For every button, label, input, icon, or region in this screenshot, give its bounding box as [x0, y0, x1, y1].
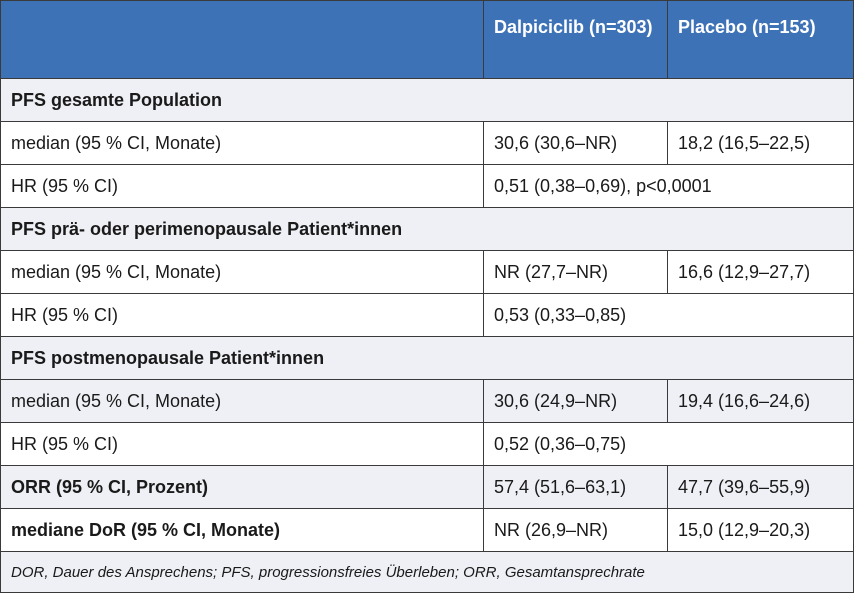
table-row: mediane DoR (95 % CI, Monate) NR (26,9–N…	[0, 508, 854, 552]
dalpiciclib-value: NR (26,9–NR)	[483, 508, 668, 552]
table-row: median (95 % CI, Monate) 30,6 (30,6–NR) …	[0, 121, 854, 165]
table-row: ORR (95 % CI, Prozent) 57,4 (51,6–63,1) …	[0, 465, 854, 509]
table-row: HR (95 % CI) 0,51 (0,38–0,69), p<0,0001	[0, 164, 854, 208]
section-label: PFS prä- oder perimenopausale Patient*in…	[0, 207, 854, 251]
section-label: PFS gesamte Population	[0, 78, 854, 122]
table-row: HR (95 % CI) 0,53 (0,33–0,85)	[0, 293, 854, 337]
table-row: HR (95 % CI) 0,52 (0,36–0,75)	[0, 422, 854, 466]
placebo-value: 18,2 (16,5–22,5)	[667, 121, 854, 165]
row-label: mediane DoR (95 % CI, Monate)	[0, 508, 484, 552]
row-label: median (95 % CI, Monate)	[0, 379, 484, 423]
section-row: PFS gesamte Population	[0, 78, 854, 122]
table-row: median (95 % CI, Monate) 30,6 (24,9–NR) …	[0, 379, 854, 423]
placebo-value: 15,0 (12,9–20,3)	[667, 508, 854, 552]
row-label: ORR (95 % CI, Prozent)	[0, 465, 484, 509]
placebo-value: 16,6 (12,9–27,7)	[667, 250, 854, 294]
row-label: HR (95 % CI)	[0, 293, 484, 337]
dalpiciclib-value: 30,6 (24,9–NR)	[483, 379, 668, 423]
header-placebo: Placebo (n=153)	[667, 0, 854, 79]
row-label: median (95 % CI, Monate)	[0, 250, 484, 294]
row-label: median (95 % CI, Monate)	[0, 121, 484, 165]
dalpiciclib-value: 57,4 (51,6–63,1)	[483, 465, 668, 509]
merged-value: 0,52 (0,36–0,75)	[483, 422, 854, 466]
row-label: HR (95 % CI)	[0, 422, 484, 466]
table-header-row: Dalpiciclib (n=303) Placebo (n=153)	[0, 0, 854, 79]
dalpiciclib-value: NR (27,7–NR)	[483, 250, 668, 294]
header-dalpiciclib: Dalpiciclib (n=303)	[483, 0, 668, 79]
footnote-row: DOR, Dauer des Ansprechens; PFS, progres…	[0, 551, 854, 593]
dalpiciclib-value: 30,6 (30,6–NR)	[483, 121, 668, 165]
placebo-value: 19,4 (16,6–24,6)	[667, 379, 854, 423]
section-row: PFS postmenopausale Patient*innen	[0, 336, 854, 380]
placebo-value: 47,7 (39,6–55,9)	[667, 465, 854, 509]
section-row: PFS prä- oder perimenopausale Patient*in…	[0, 207, 854, 251]
merged-value: 0,53 (0,33–0,85)	[483, 293, 854, 337]
header-empty-cell	[0, 0, 484, 79]
merged-value: 0,51 (0,38–0,69), p<0,0001	[483, 164, 854, 208]
table-row: median (95 % CI, Monate) NR (27,7–NR) 16…	[0, 250, 854, 294]
row-label: HR (95 % CI)	[0, 164, 484, 208]
section-label: PFS postmenopausale Patient*innen	[0, 336, 854, 380]
footnote: DOR, Dauer des Ansprechens; PFS, progres…	[0, 551, 854, 593]
